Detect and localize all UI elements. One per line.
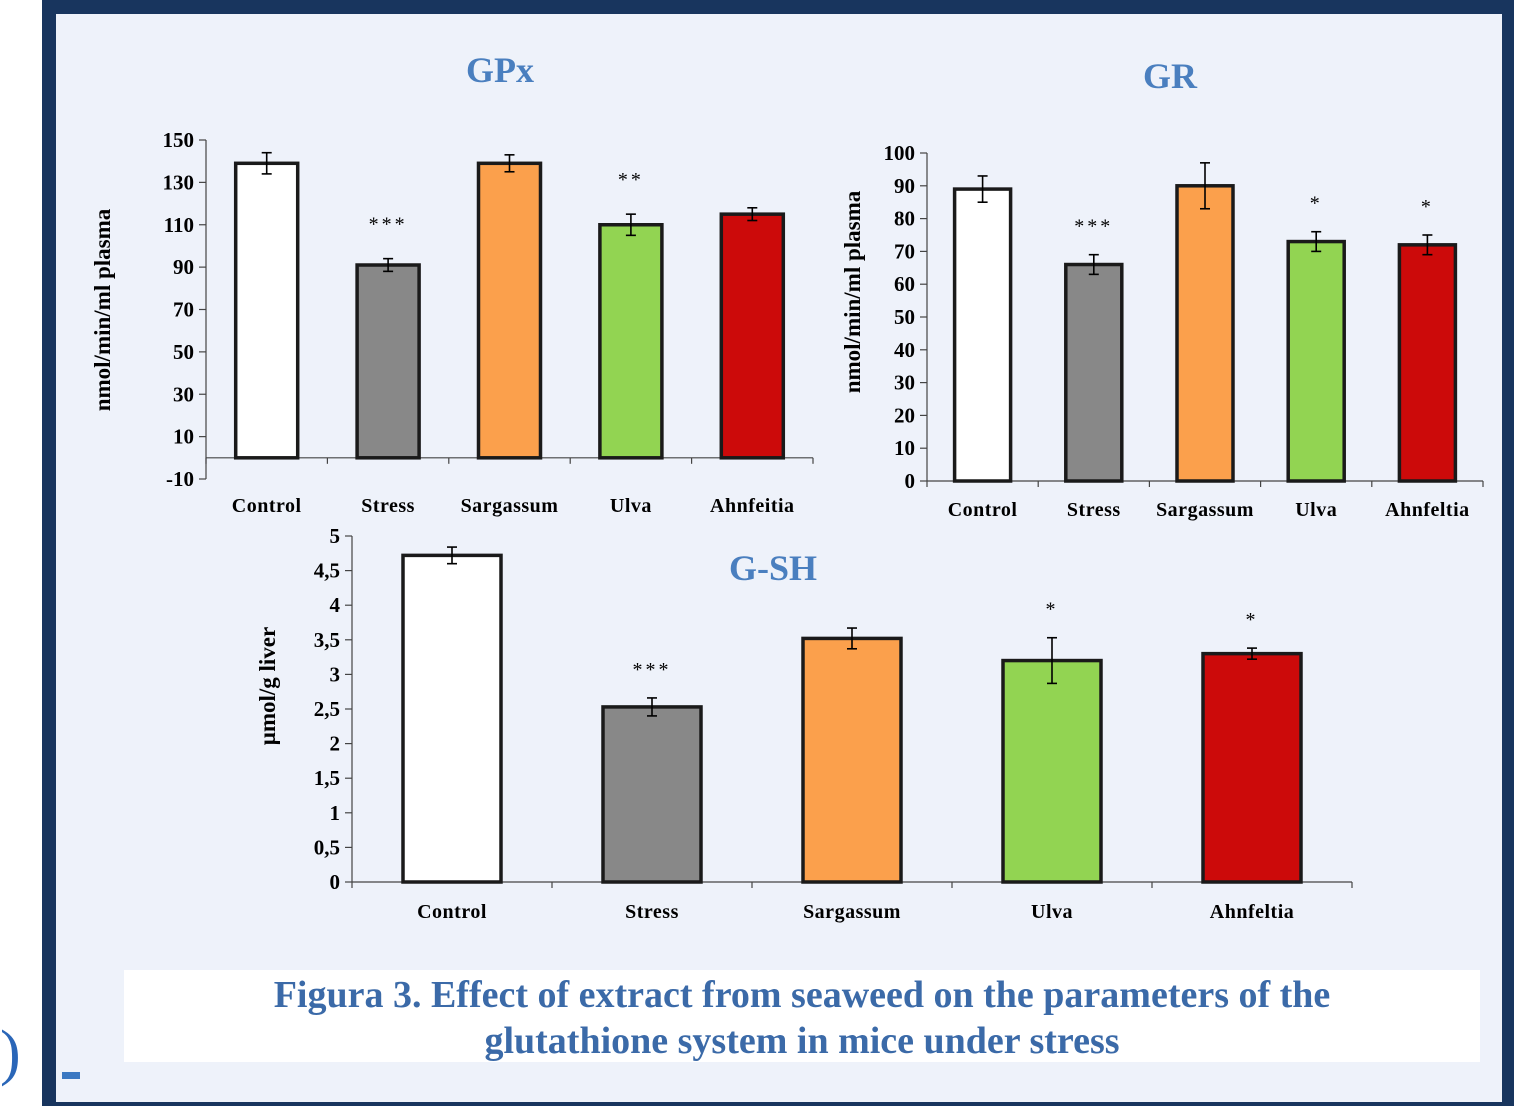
chart-g-sh: G-SH μmol/g liver 0 0,5 1 1,5 2 2,5 3 3,5 4 4,5 5 Con… <box>255 524 1353 923</box>
edge-fragment-glyph: ) <box>0 1019 21 1087</box>
bar-ulva <box>1286 239 1346 483</box>
x-category-label: Sargassum <box>803 901 901 923</box>
chart-gpx: GPx nmol/min/ml plasma -10 10 30 50 70 90 110 130… <box>90 50 814 517</box>
caption-line-2: glutathione system in mice under stress <box>484 1020 1120 1062</box>
y-tick-label: 50 <box>173 340 194 364</box>
x-category-label: Ahnfeitia <box>710 495 795 517</box>
y-tick-label: 2 <box>330 732 341 756</box>
x-category-label: Ahnfeltia <box>1385 499 1470 521</box>
bar-sargassum <box>476 161 543 460</box>
significance-marker: *** <box>369 214 408 236</box>
y-tick-label: 2,5 <box>314 697 340 721</box>
y-tick-label: 20 <box>894 403 915 427</box>
bar-ahnfeltia <box>1201 651 1303 884</box>
y-tick-label: 4 <box>330 593 341 617</box>
y-axis-label: μmol/g liver <box>255 627 280 745</box>
bar-ulva <box>1001 658 1103 884</box>
y-tick-label: 0,5 <box>314 835 340 859</box>
significance-marker: ** <box>618 169 644 191</box>
bar-stress <box>1064 262 1124 483</box>
y-axis-label: nmol/min/ml plasma <box>840 190 865 393</box>
x-category-label: Ulva <box>1031 901 1073 923</box>
chart-title: GR <box>1143 56 1198 96</box>
y-tick-label: 3 <box>330 662 341 686</box>
y-tick-label: 110 <box>164 213 194 237</box>
y-tick-label: 1,5 <box>314 766 340 790</box>
x-category-label: Sargassum <box>461 495 559 517</box>
y-tick-label: 70 <box>173 298 194 322</box>
y-tick-label: 0 <box>330 870 341 894</box>
y-tick-label: 40 <box>894 338 915 362</box>
bar-sargassum <box>1175 184 1235 483</box>
y-tick-label: 60 <box>894 272 915 296</box>
y-axis-label: nmol/min/ml plasma <box>90 208 115 411</box>
left-margin <box>0 0 42 1106</box>
x-category-label: Control <box>417 901 487 923</box>
y-tick-label: 10 <box>894 436 915 460</box>
y-tick-label: 10 <box>173 425 194 449</box>
significance-marker: *** <box>633 659 672 681</box>
y-tick-label: 70 <box>894 239 915 263</box>
y-tick-label: 150 <box>163 128 195 152</box>
x-category-label: Ulva <box>610 495 652 517</box>
edge-fragment-dash <box>62 1072 80 1079</box>
y-tick-label: 0 <box>905 469 916 493</box>
bar-sargassum <box>801 636 903 884</box>
x-category-label: Control <box>232 495 302 517</box>
y-tick-label: 90 <box>173 255 194 279</box>
y-tick-label: 90 <box>894 174 915 198</box>
bar-stress <box>601 705 703 884</box>
significance-marker: * <box>1246 609 1259 631</box>
x-category-label: Sargassum <box>1156 499 1254 521</box>
y-tick-label: 30 <box>173 382 194 406</box>
chart-title: GPx <box>466 50 534 90</box>
bar-stress <box>355 263 421 460</box>
y-tick-label: 130 <box>163 170 195 194</box>
x-category-label: Stress <box>625 901 679 923</box>
x-category-label: Control <box>948 499 1018 521</box>
chart-title: G-SH <box>729 548 817 588</box>
bar-ahnfeltia <box>1397 243 1458 483</box>
y-tick-label: 1 <box>330 801 341 825</box>
x-category-label: Ahnfeltia <box>1210 901 1295 923</box>
bar-ulva <box>598 223 664 460</box>
y-tick-label: 100 <box>884 141 916 165</box>
y-tick-label: 30 <box>894 371 915 395</box>
significance-marker: *** <box>1074 216 1113 238</box>
y-tick-label: 3,5 <box>314 628 340 652</box>
x-category-label: Stress <box>1067 499 1121 521</box>
bar-control <box>401 553 503 884</box>
chart-gr: GR nmol/min/ml plasma 0 10 20 30 40 50 60 70 80 90 1… <box>840 56 1484 521</box>
significance-marker: * <box>1421 196 1434 218</box>
bar-control <box>952 187 1013 483</box>
x-category-label: Stress <box>361 495 415 517</box>
significance-marker: * <box>1046 599 1059 621</box>
y-tick-label: 5 <box>330 524 341 548</box>
y-tick-label: 80 <box>894 207 915 231</box>
significance-marker: * <box>1310 193 1323 215</box>
y-tick-label: -10 <box>166 467 194 491</box>
bar-ahnfeitia <box>719 212 786 460</box>
y-tick-label: 50 <box>894 305 915 329</box>
bar-control <box>233 161 300 460</box>
y-tick-label: 4,5 <box>314 559 340 583</box>
x-category-label: Ulva <box>1295 499 1337 521</box>
caption-line-1: Figura 3. Effect of extract from seaweed… <box>273 974 1331 1016</box>
figure-caption: Figura 3. Effect of extract from seaweed… <box>124 970 1480 1062</box>
